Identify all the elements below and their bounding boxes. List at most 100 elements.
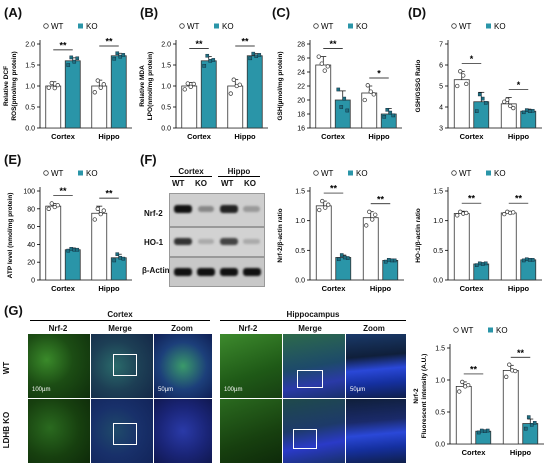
data-point xyxy=(532,421,537,425)
data-point xyxy=(72,247,77,252)
y-axis-label: LPO(nmol/mg protein) xyxy=(147,52,154,121)
sig-label: ** xyxy=(195,39,203,49)
y-tick-label: 18 xyxy=(297,112,305,119)
data-point xyxy=(527,109,532,113)
data-point xyxy=(388,110,393,115)
data-point xyxy=(69,55,74,60)
panel-label-b: (B) xyxy=(140,5,159,20)
data-point xyxy=(115,51,120,56)
data-point xyxy=(527,258,532,262)
micro-col-nrf2-1: Nrf-2 xyxy=(48,324,68,333)
data-point xyxy=(502,211,507,217)
legend-wt-marker xyxy=(451,170,457,176)
data-point xyxy=(389,258,394,263)
data-point xyxy=(480,96,485,101)
legend-ko-label: KO xyxy=(86,169,98,178)
legend-ko-marker xyxy=(78,23,83,29)
data-point xyxy=(502,99,507,104)
sig-label: ** xyxy=(330,184,338,194)
y-tick-label: 1.0 xyxy=(435,378,445,385)
sig-label: ** xyxy=(59,40,67,50)
data-point xyxy=(458,69,463,74)
data-point xyxy=(511,105,516,111)
data-point xyxy=(370,217,375,222)
y-tick-label: 5 xyxy=(439,84,443,91)
data-point xyxy=(455,213,460,218)
data-point xyxy=(483,100,488,105)
bar xyxy=(45,205,62,281)
y-tick-label: 1.5 xyxy=(433,189,443,196)
data-point xyxy=(345,256,350,260)
data-point xyxy=(342,255,347,260)
data-point xyxy=(460,379,465,385)
micro-tile-wt-cortex-nrf2 xyxy=(28,334,90,398)
panel-label-c: (C) xyxy=(272,5,291,20)
micro-region-cortex: Cortex xyxy=(107,310,133,319)
y-tick-label: 6 xyxy=(439,63,443,70)
legend-wt-label: WT xyxy=(321,169,334,178)
data-point xyxy=(98,85,103,90)
micro-tile-wt-cortex-zoom xyxy=(154,334,212,398)
y-tick-label: 1.5 xyxy=(25,63,35,70)
data-point xyxy=(49,201,54,206)
data-point xyxy=(530,258,535,262)
micro-tile-ko-cortex-zoom xyxy=(154,399,212,463)
wb-col-wt-2: WT xyxy=(221,179,234,188)
data-point xyxy=(92,90,97,95)
chart-b-mda: WT KO 0.0 0.5 1.0 1.5 2.0 Relative MDA LPO(nmol/… xyxy=(139,22,268,141)
y-tick-label: 0.5 xyxy=(295,248,305,255)
data-point xyxy=(474,109,479,113)
data-point xyxy=(461,73,466,78)
micro-tile-ko-hippo-zoom xyxy=(346,399,406,463)
x-tick-label: Hippo xyxy=(98,132,120,141)
data-point xyxy=(121,256,126,261)
data-point xyxy=(483,261,488,266)
wb-strip-bactin xyxy=(169,257,265,287)
y-axis-label: GSH/GSSG Ratio xyxy=(415,60,422,113)
scale-bar-100-cortex: 100µm xyxy=(32,387,51,393)
data-point xyxy=(66,63,71,67)
bar xyxy=(91,212,108,281)
legend-ko-marker xyxy=(214,23,219,29)
bar xyxy=(64,249,81,281)
data-point xyxy=(254,54,259,58)
data-point xyxy=(188,84,193,89)
sig-label: * xyxy=(377,69,381,79)
data-point xyxy=(511,210,516,215)
micro-col-merge-2: Merge xyxy=(298,324,322,333)
data-point xyxy=(66,248,71,253)
data-point xyxy=(373,212,378,217)
sig-label: ** xyxy=(515,194,523,204)
data-point xyxy=(248,56,253,61)
bar xyxy=(315,64,332,129)
data-point xyxy=(95,78,100,83)
micro-tile-wt-cortex-merge xyxy=(91,334,153,398)
western-blot: Cortex Hippo WT KO WT KO Nrf-2 HO-1 β-Ac… xyxy=(140,165,268,295)
panel-label-a: (A) xyxy=(4,5,23,20)
micro-tile-wt-hippo-merge xyxy=(283,334,345,398)
micro-tile-ko-hippo-nrf2 xyxy=(220,399,282,463)
panel-label-g: (G) xyxy=(4,303,23,318)
wb-col-wt-1: WT xyxy=(172,179,185,188)
data-point xyxy=(365,83,370,88)
data-point xyxy=(316,54,321,59)
x-tick-label: Hippo xyxy=(98,284,120,293)
y-axis-label: Nrf-2/β-actin ratio xyxy=(277,208,284,262)
y-tick-label: 4 xyxy=(439,105,443,112)
data-point xyxy=(257,53,262,57)
y-tick-label: 28 xyxy=(297,42,305,49)
data-point xyxy=(479,428,484,433)
bar xyxy=(64,60,81,129)
scale-bar-100-hippo: 100µm xyxy=(224,387,243,393)
data-point xyxy=(118,255,123,260)
x-tick-label: Hippo xyxy=(368,132,390,141)
legend-ko-label: KO xyxy=(496,326,508,335)
bar xyxy=(502,370,519,445)
micro-row-ko: LDHB KO xyxy=(2,411,11,449)
wb-group-cortex: Cortex xyxy=(178,167,204,176)
legend-ko-marker xyxy=(348,170,353,176)
chart-f-ho1-ratio: WT KO 0.0 0.5 1.0 1.5 HO-1/β-actin ratio ** Cort… xyxy=(415,169,542,293)
data-point xyxy=(115,252,120,256)
micro-col-merge-1: Merge xyxy=(108,324,132,333)
legend-wt-label: WT xyxy=(187,22,200,31)
